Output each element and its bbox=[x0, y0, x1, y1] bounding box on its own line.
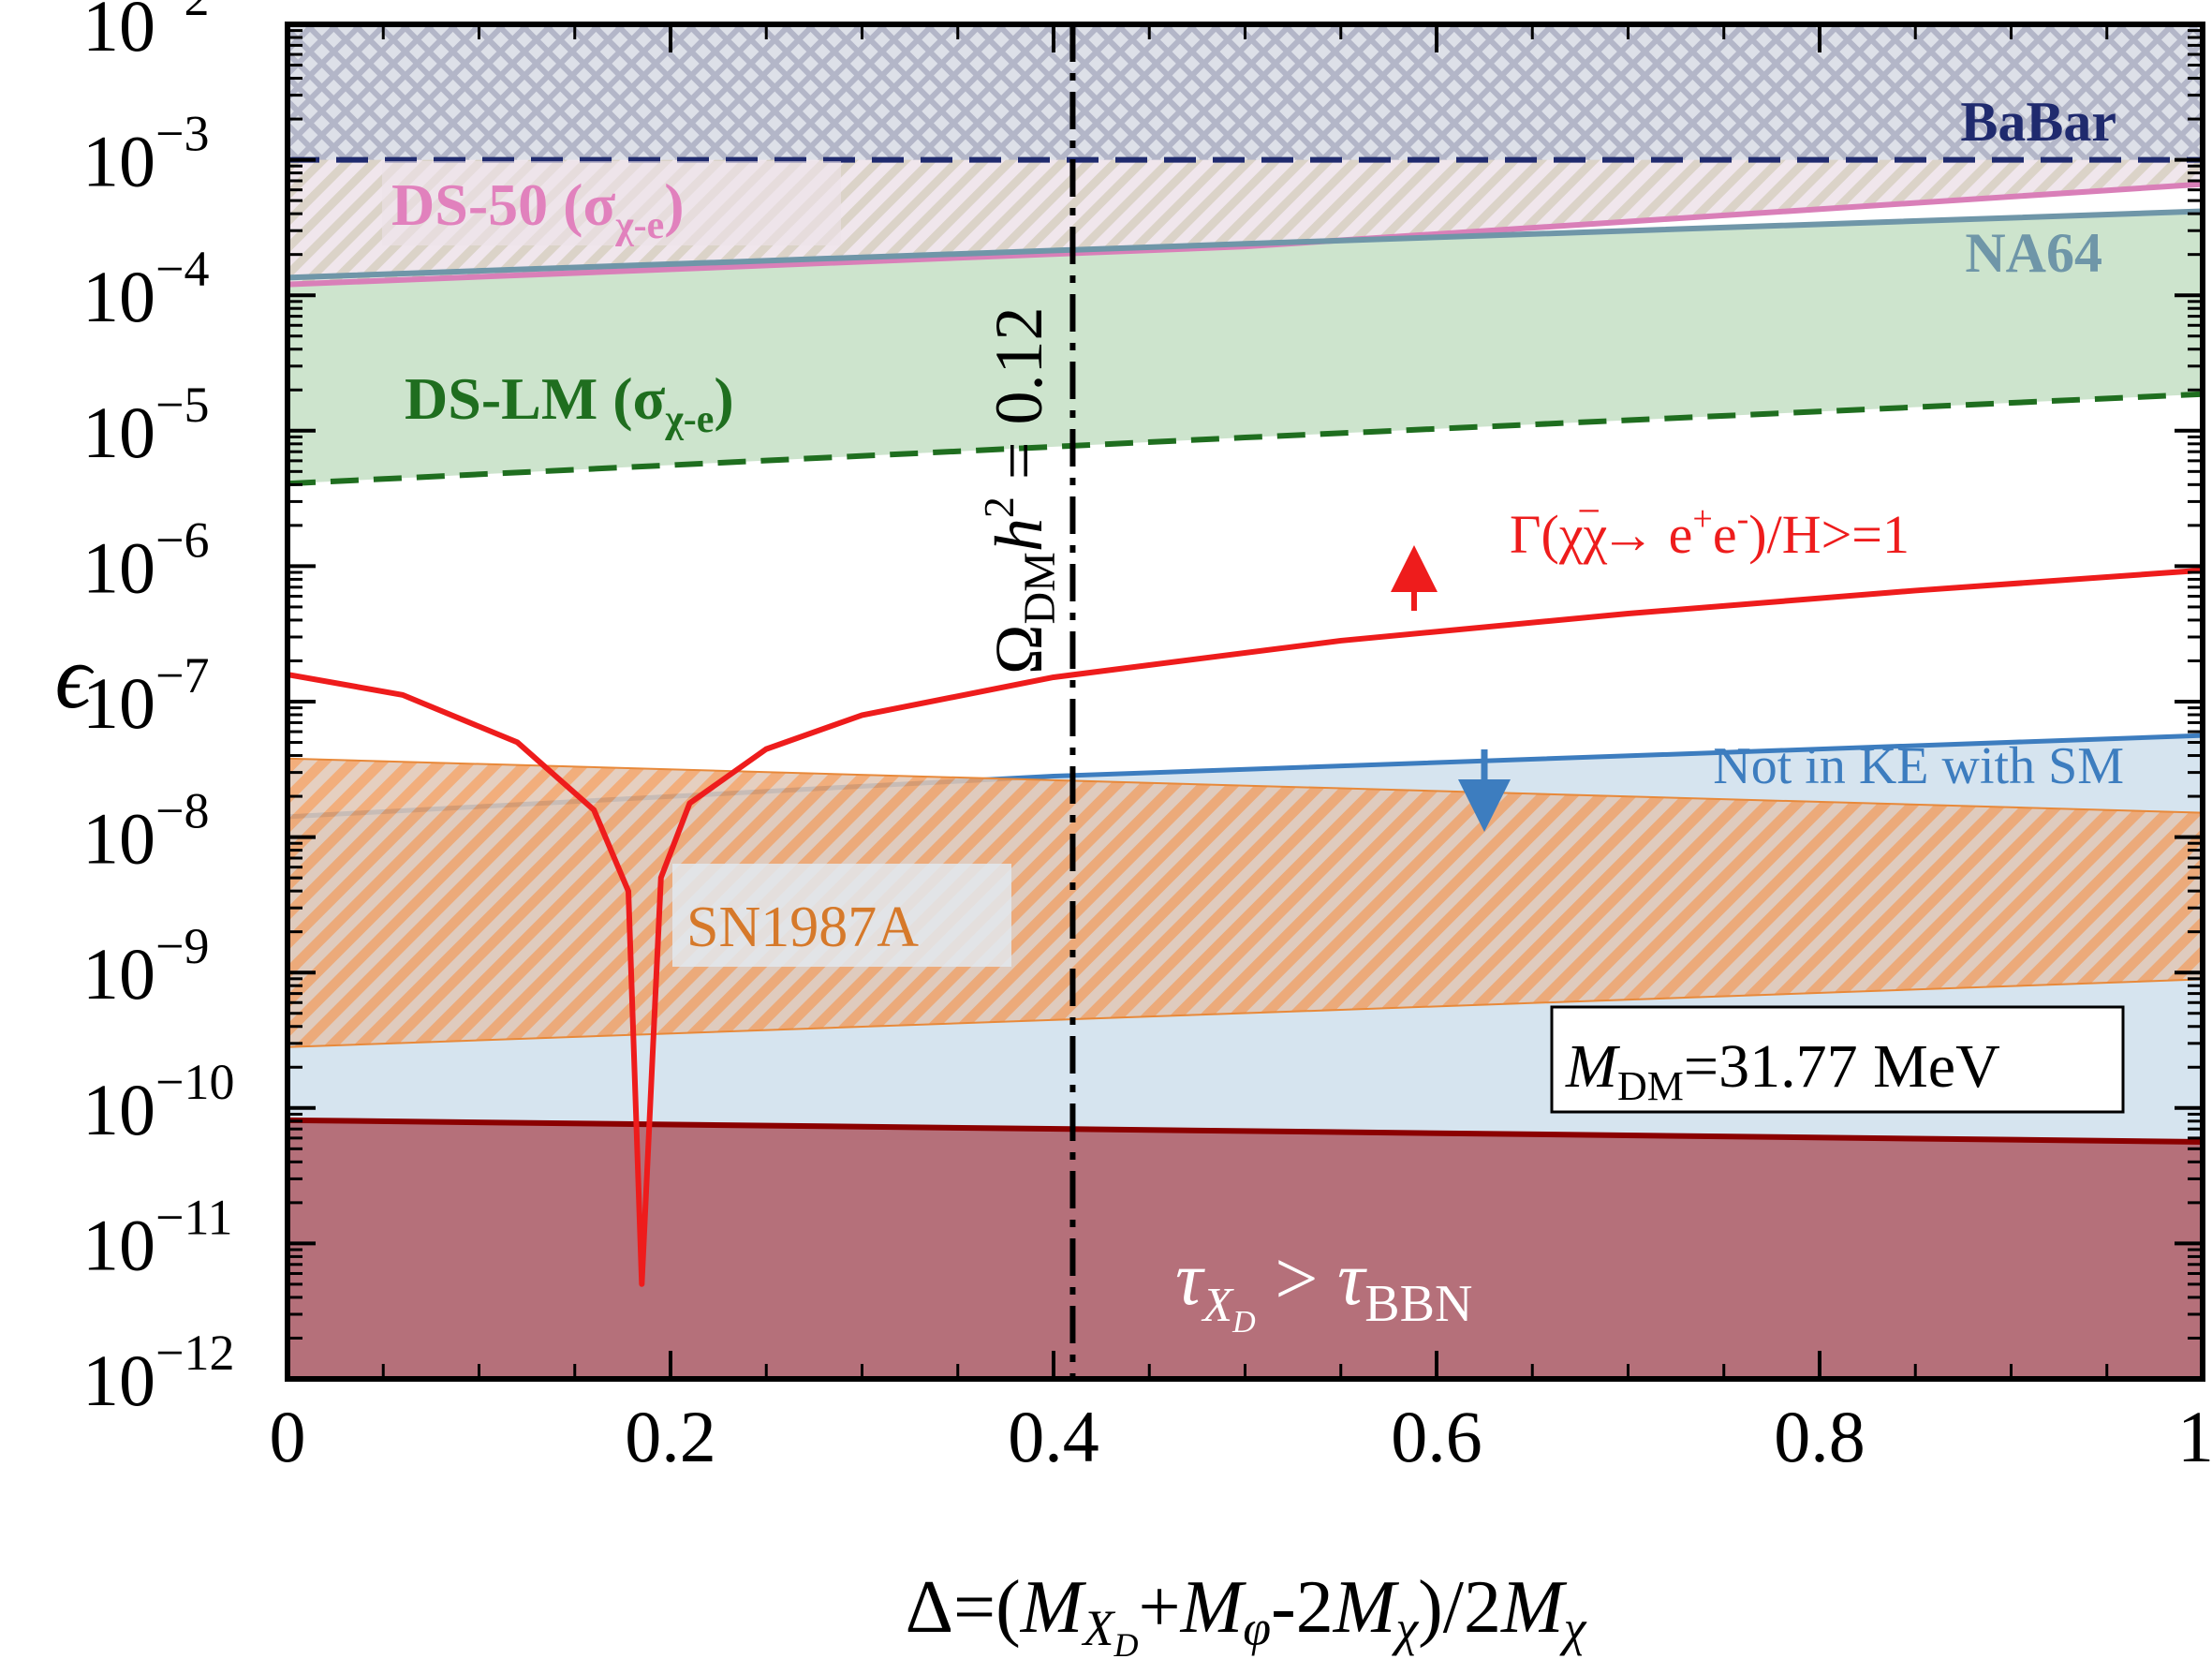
x-tick-labels: 0 0.2 0.4 0.6 0.8 1 bbox=[270, 1396, 2212, 1477]
sn1987a-label: SN1987A bbox=[686, 896, 919, 959]
y-axis-label: ϵ bbox=[55, 627, 95, 727]
region-sn1987a bbox=[288, 758, 2203, 1047]
boundary-xd-bbn bbox=[288, 1117, 2203, 1145]
ke-label: Not in KE with SM bbox=[1713, 737, 2124, 795]
mass-box: MDM=31.77 MeV bbox=[1550, 1005, 2125, 1114]
ds50-label-box bbox=[382, 161, 841, 245]
y-tick-label: 10−8 bbox=[82, 783, 209, 880]
y-tick-label: 10−12 bbox=[82, 1325, 234, 1421]
boundary-ds-lm bbox=[288, 391, 2203, 487]
boundary-sn1987a-lower bbox=[288, 978, 2203, 1048]
x-axis-label: Δ=(MXD+Mφ-2Mχ)/2Mχ bbox=[906, 1566, 1587, 1659]
y-tick-label: 10−9 bbox=[82, 918, 209, 1015]
x-tick-label: 0.2 bbox=[625, 1396, 716, 1477]
x-tick-label: 1 bbox=[2177, 1396, 2212, 1477]
bbn-label: τXD > τBBN bbox=[1175, 1236, 1472, 1340]
x-tick-label: 0.8 bbox=[1774, 1396, 1865, 1477]
up-arrow-icon bbox=[1391, 545, 1438, 611]
region-xd-bbn bbox=[288, 1119, 2203, 1379]
mass-label: MDM=31.77 MeV bbox=[1565, 1032, 2000, 1109]
x-tick-label: 0.4 bbox=[1008, 1396, 1099, 1477]
y-tick-labels: 10−2 10−3 10−4 10−5 10−6 10−7 10−8 10−9 10−10 10−… bbox=[82, 0, 234, 1421]
dslm-label: DS-LM (σχ-e) bbox=[405, 365, 734, 441]
ds50-label-group: DS-50 (σχ-e) bbox=[382, 161, 841, 247]
sn1987a-label-box bbox=[672, 864, 1011, 967]
sn1987a-label-group: SN1987A bbox=[672, 864, 1011, 967]
axis-ticks bbox=[286, 22, 2205, 1381]
x-tick-label: 0 bbox=[270, 1396, 306, 1477]
y-tick-label: 10−11 bbox=[82, 1189, 232, 1285]
region-babar bbox=[288, 24, 2203, 160]
y-tick-label: 10−4 bbox=[82, 241, 209, 337]
curves bbox=[288, 24, 2203, 1379]
relic-density-label: ΩDMh2 = 0.12 bbox=[975, 307, 1065, 674]
babar-label: BaBar bbox=[1960, 91, 2116, 153]
y-tick-label: 10−6 bbox=[82, 511, 209, 608]
y-tick-label: 10−3 bbox=[82, 106, 209, 202]
y-tick-label: 10−7 bbox=[82, 647, 209, 744]
boundary-sn1987a bbox=[288, 757, 2203, 814]
y-tick-label: 10−2 bbox=[82, 0, 209, 67]
curve-gamma-over-h bbox=[288, 567, 2203, 1287]
y-tick-label: 10−5 bbox=[82, 377, 209, 473]
na64-label: NA64 bbox=[1965, 222, 2102, 284]
y-tick-label: 10−10 bbox=[82, 1054, 234, 1150]
x-tick-label: 0.6 bbox=[1391, 1396, 1482, 1477]
ds50-label: DS-50 (σχ-e) bbox=[391, 171, 685, 247]
down-arrow-icon bbox=[1458, 749, 1511, 832]
boundary-na64 bbox=[288, 208, 2203, 281]
gamma-condition-label: Γ(χχ−→ e+e-)/H>=1 bbox=[1510, 488, 1910, 565]
